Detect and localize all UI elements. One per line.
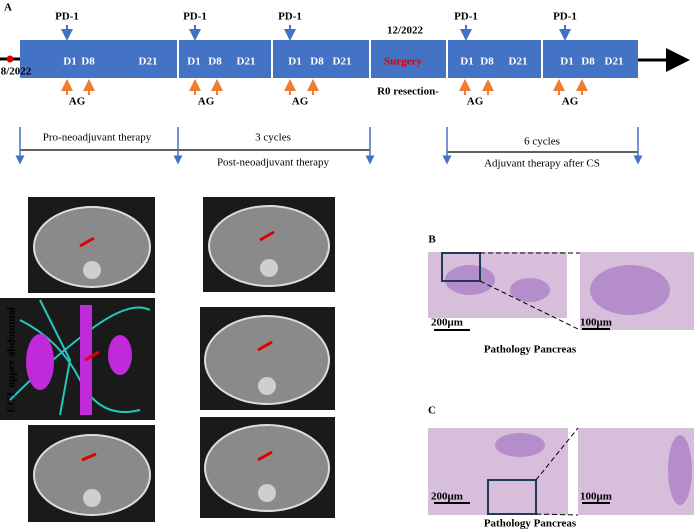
scale-label: 200μm — [431, 317, 463, 329]
day-label: D8 — [581, 56, 595, 68]
scale-label: 100μm — [580, 491, 612, 503]
ag-label: AG — [198, 96, 215, 108]
ag-label: AG — [69, 96, 86, 108]
day-label: D1 — [560, 56, 573, 68]
day-label: D1 — [187, 56, 200, 68]
phase-label: Pro-neoadjuvant therapy — [43, 132, 152, 144]
day-label: D21 — [605, 56, 624, 68]
day-label: D8 — [208, 56, 222, 68]
texts: A B C 8/2022 PD-1 D1 D8 D21 AG PD-1 D1 D8 D21 AG PD-1 D… — [1, 2, 624, 530]
scale-label: 200μm — [431, 491, 463, 503]
day-label: D21 — [333, 56, 352, 68]
day-label: D1 — [460, 56, 473, 68]
day-label: D8 — [480, 56, 494, 68]
day-label: D8 — [81, 56, 95, 68]
pd1-label: PD-1 — [553, 11, 577, 23]
caption: Pathology Pancreas — [484, 344, 577, 356]
pd1-label: PD-1 — [454, 11, 478, 23]
phase-count: 6 cycles — [524, 136, 560, 148]
phase-count: 3 cycles — [255, 132, 291, 144]
ct-axis-label: ECT upper abdominal — [6, 307, 18, 413]
ag-label: AG — [562, 96, 579, 108]
phase-label: Adjuvant therapy after CS — [484, 158, 600, 170]
caption: Pathology Pancreas — [484, 518, 577, 530]
phase-label: Post-neoadjuvant therapy — [217, 157, 330, 169]
panel-label: C — [428, 405, 436, 417]
panel-label: B — [428, 234, 436, 246]
pd1-label: PD-1 — [55, 11, 79, 23]
day-label: D1 — [63, 56, 76, 68]
surgery-label: Surgery — [384, 56, 422, 68]
day-label: D8 — [310, 56, 324, 68]
panel-label: A — [4, 2, 12, 14]
scale-label: 100μm — [580, 317, 612, 329]
surgery-date: 12/2022 — [387, 25, 424, 37]
ag-label: AG — [292, 96, 309, 108]
ag-label: AG — [467, 96, 484, 108]
pd1-label: PD-1 — [183, 11, 207, 23]
day-label: D1 — [288, 56, 301, 68]
surgery-margin: R0 resection- — [377, 86, 439, 98]
day-label: D21 — [139, 56, 158, 68]
day-label: D21 — [509, 56, 528, 68]
start-date: 8/2022 — [1, 66, 32, 78]
layout — [0, 40, 694, 522]
day-label: D21 — [237, 56, 256, 68]
pd1-label: PD-1 — [278, 11, 302, 23]
